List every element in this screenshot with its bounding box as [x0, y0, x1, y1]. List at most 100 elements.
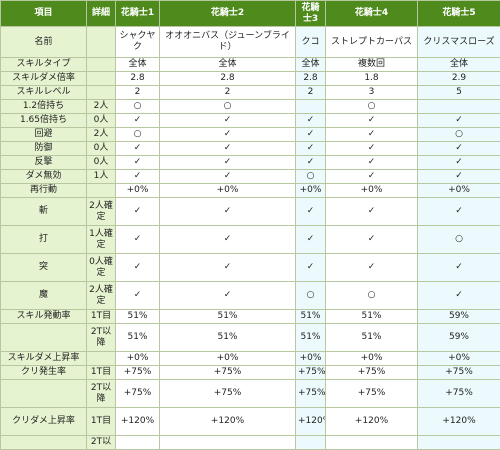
- knight-5-cell: 2.9: [418, 72, 500, 86]
- row-detail: 2人確定: [87, 198, 116, 226]
- row-detail: [87, 58, 116, 72]
- row-label: クリダメ上昇率: [1, 408, 87, 436]
- knight-5-cell: クリスマスローズ: [418, 27, 500, 58]
- knight-1-cell: 全体: [116, 58, 160, 72]
- knight-1-cell: ○: [116, 128, 160, 142]
- knight-1-cell: ○: [116, 100, 160, 114]
- knight-2-cell: [160, 436, 296, 450]
- header-knight-2: 花騎士2: [160, 1, 296, 27]
- knight-5-cell: 5: [418, 86, 500, 100]
- knight-5-cell: [418, 100, 500, 114]
- row-label: 斬: [1, 198, 87, 226]
- knight-3-cell: +0%: [296, 184, 326, 198]
- knight-5-cell: ✓: [418, 282, 500, 310]
- row-detail: [87, 72, 116, 86]
- knight-4-cell: 51%: [326, 324, 418, 352]
- row-detail: [87, 86, 116, 100]
- knight-5-cell: +120%: [418, 408, 500, 436]
- row-label: スキルタイプ: [1, 58, 87, 72]
- row-label: [1, 380, 87, 408]
- header-knight-4: 花騎士4: [326, 1, 418, 27]
- row-label: クリ発生率: [1, 366, 87, 380]
- knight-1-cell: ✓: [116, 170, 160, 184]
- knight-2-cell: 51%: [160, 324, 296, 352]
- row-label: [1, 436, 87, 450]
- table-row: 名前シャクヤクオオオニバス（ジューンブライド）クコストレプトカーパスクリスマスロ…: [1, 27, 500, 58]
- table-row: 2T以降+75%+75%+75%+75%+75%: [1, 380, 500, 408]
- knight-4-cell: ストレプトカーパス: [326, 27, 418, 58]
- knight-2-cell: +75%: [160, 380, 296, 408]
- row-detail: 0人確定: [87, 254, 116, 282]
- knight-3-cell: ✓: [296, 142, 326, 156]
- row-detail: [87, 184, 116, 198]
- knight-1-cell: シャクヤク: [116, 27, 160, 58]
- knight-3-cell: ✓: [296, 198, 326, 226]
- knight-1-cell: ✓: [116, 226, 160, 254]
- knight-1-cell: 2.8: [116, 72, 160, 86]
- knight-3-cell: +75%: [296, 380, 326, 408]
- knight-1-cell: +0%: [116, 184, 160, 198]
- knight-2-cell: +0%: [160, 184, 296, 198]
- knight-5-cell: ✓: [418, 254, 500, 282]
- knight-3-cell: +75%: [296, 366, 326, 380]
- knight-2-cell: +0%: [160, 352, 296, 366]
- row-detail: 2T以降: [87, 380, 116, 408]
- row-detail: 1人確定: [87, 226, 116, 254]
- knight-2-cell: ✓: [160, 170, 296, 184]
- knight-5-cell: +75%: [418, 366, 500, 380]
- row-detail: 2人確定: [87, 282, 116, 310]
- header-knight-5: 花騎士5: [418, 1, 500, 27]
- row-label: 回避: [1, 128, 87, 142]
- row-label: 名前: [1, 27, 87, 58]
- knight-2-cell: オオオニバス（ジューンブライド）: [160, 27, 296, 58]
- knight-2-cell: 全体: [160, 58, 296, 72]
- knight-1-cell: ✓: [116, 254, 160, 282]
- knight-2-cell: ✓: [160, 282, 296, 310]
- knight-1-cell: [116, 436, 160, 450]
- knight-2-cell: +120%: [160, 408, 296, 436]
- knight-3-cell: ✓: [296, 156, 326, 170]
- row-detail: 1T目: [87, 408, 116, 436]
- row-detail: [87, 352, 116, 366]
- knight-3-cell: ○: [296, 170, 326, 184]
- knight-2-cell: ✓: [160, 226, 296, 254]
- knight-5-cell: ✓: [418, 156, 500, 170]
- knight-5-cell: ○: [418, 128, 500, 142]
- knight-5-cell: ✓: [418, 114, 500, 128]
- knight-3-cell: ✓: [296, 254, 326, 282]
- knight-3-cell: 51%: [296, 310, 326, 324]
- knight-5-cell: +75%: [418, 380, 500, 408]
- table-row: 2T以: [1, 436, 500, 450]
- header-item: 項目: [1, 1, 87, 27]
- knight-3-cell: ✓: [296, 226, 326, 254]
- row-detail: 1T目: [87, 310, 116, 324]
- knight-2-cell: ✓: [160, 114, 296, 128]
- knight-2-cell: ✓: [160, 254, 296, 282]
- header-knight-1: 花騎士1: [116, 1, 160, 27]
- table-row: 再行動+0%+0%+0%+0%+0%: [1, 184, 500, 198]
- knight-4-cell: +120%: [326, 408, 418, 436]
- table-row: スキルダメ上昇率+0%+0%+0%+0%+0%: [1, 352, 500, 366]
- knight-4-cell: 1.8: [326, 72, 418, 86]
- knight-4-cell: +75%: [326, 366, 418, 380]
- knight-4-cell: ✓: [326, 198, 418, 226]
- knight-5-cell: ✓: [418, 198, 500, 226]
- row-label: スキルレベル: [1, 86, 87, 100]
- knight-4-cell: ✓: [326, 254, 418, 282]
- knight-4-cell: ✓: [326, 156, 418, 170]
- row-detail: 2人: [87, 128, 116, 142]
- knight-3-cell: 51%: [296, 324, 326, 352]
- row-detail: 1T目: [87, 366, 116, 380]
- row-detail: 0人: [87, 114, 116, 128]
